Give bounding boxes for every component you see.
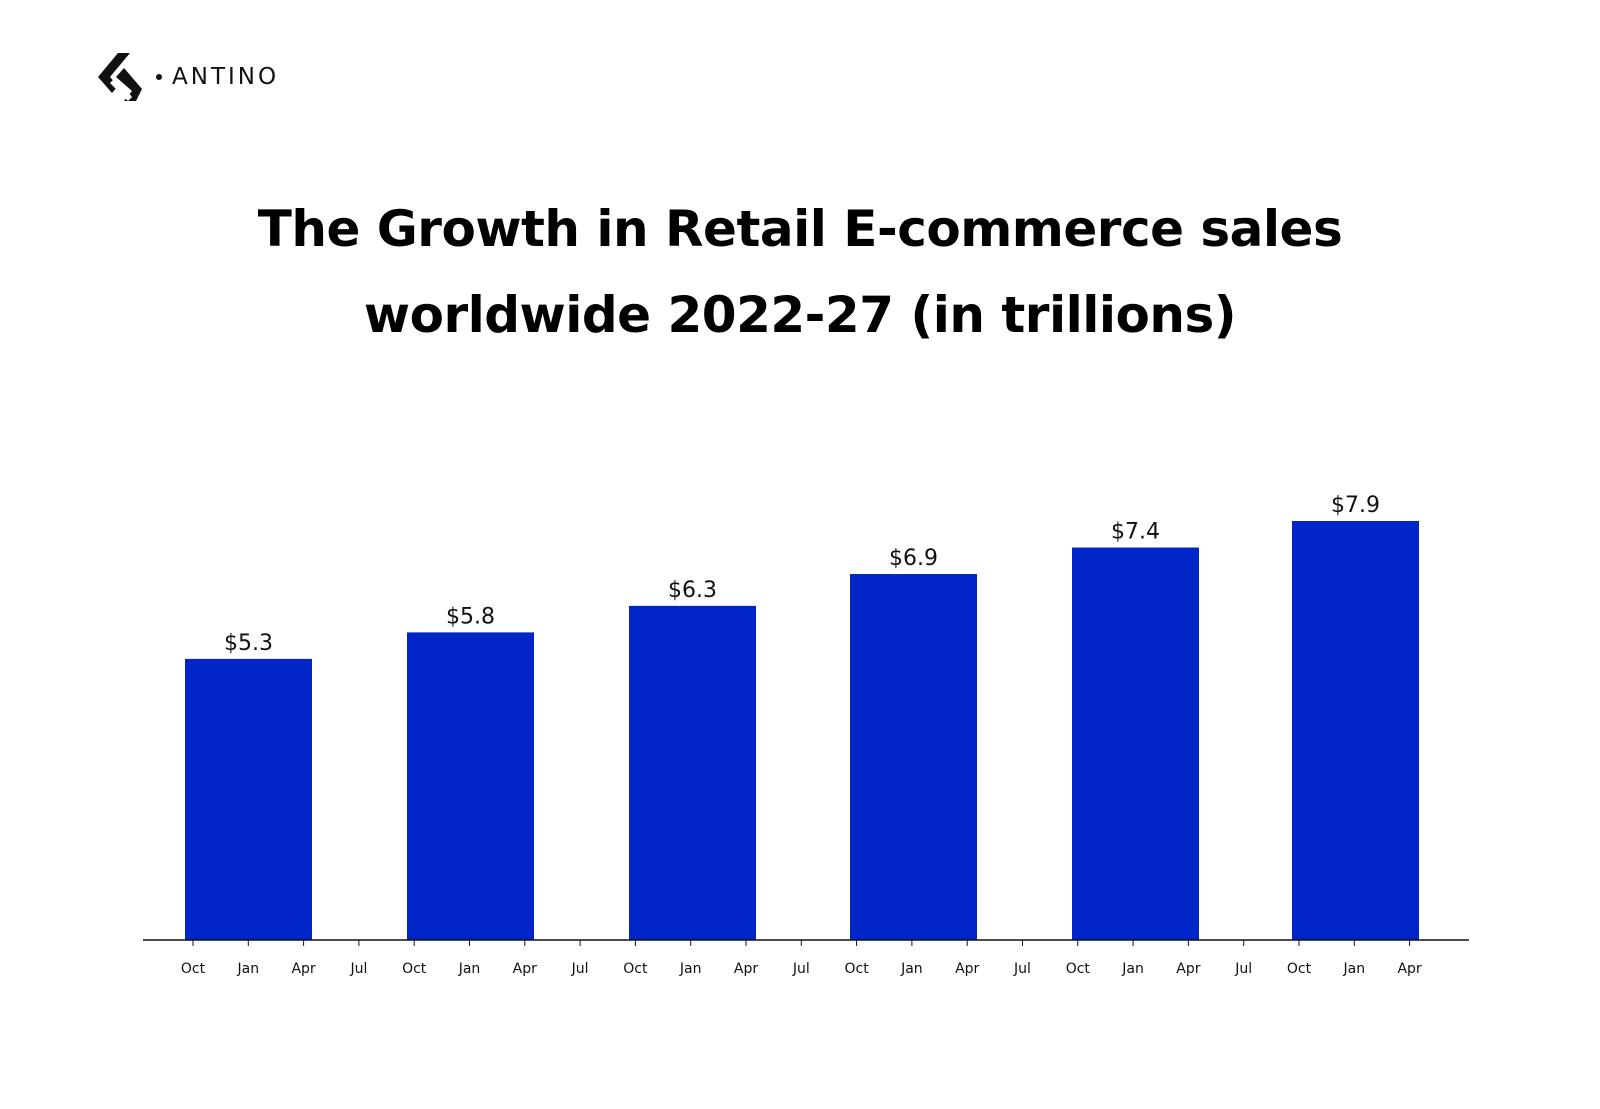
bar-1 <box>185 658 312 940</box>
x-tick-label-18: Jan <box>1121 961 1144 977</box>
bar-6 <box>1292 521 1419 940</box>
x-tick-label-8: Jul <box>571 961 589 977</box>
x-tick-label-23: Apr <box>1397 961 1421 977</box>
bar-2 <box>407 632 534 940</box>
x-tick-label-1: Oct <box>181 961 206 977</box>
x-tick-label-15: Apr <box>955 961 979 977</box>
bar-4 <box>850 574 977 940</box>
bar-value-labels: $5.3 $5.8 $6.3 $6.9 $7.4 $7.9 <box>224 493 1380 656</box>
x-tick-label-22: Jan <box>1343 961 1366 977</box>
x-tick-label-6: Jan <box>458 961 481 977</box>
x-tick-label-4: Jul <box>349 961 367 977</box>
x-tick-label-11: Apr <box>734 961 758 977</box>
chart-title-line-2: worldwide 2022-27 (in trillions) <box>363 286 1237 344</box>
x-axis-ticks: Oct Jan Apr Jul Oct Jan Apr Jul Oct Jan Apr Jul Oct J… <box>181 940 1422 977</box>
bar-5 <box>1072 547 1199 940</box>
x-tick-label-13: Oct <box>844 961 869 977</box>
x-tick-label-19: Apr <box>1176 961 1200 977</box>
x-tick-label-7: Apr <box>513 961 537 977</box>
bar-value-label-6: $7.9 <box>1331 493 1380 518</box>
x-tick-label-5: Oct <box>402 961 427 977</box>
chart-title-line-1: The Growth in Retail E-commerce sales <box>257 200 1343 258</box>
bar-value-label-4: $6.9 <box>889 546 938 571</box>
x-tick-label-21: Oct <box>1287 961 1312 977</box>
x-tick-label-16: Jul <box>1013 961 1031 977</box>
bar-value-label-3: $6.3 <box>668 578 717 603</box>
x-tick-label-17: Oct <box>1066 961 1091 977</box>
x-tick-label-2: Jan <box>237 961 260 977</box>
x-tick-label-9: Oct <box>623 961 648 977</box>
x-tick-label-20: Jul <box>1234 961 1252 977</box>
x-tick-label-14: Jan <box>900 961 923 977</box>
x-tick-label-10: Jan <box>679 961 702 977</box>
chart-title: The Growth in Retail E-commerce sales wo… <box>0 186 1600 358</box>
bar-value-label-2: $5.8 <box>446 604 495 629</box>
antino-chevron-logo-icon <box>98 53 142 101</box>
bar-3 <box>629 605 756 940</box>
bar-value-label-1: $5.3 <box>224 631 273 656</box>
brand-logo: ANTINO <box>98 52 279 102</box>
logo-separator-dot <box>156 74 162 80</box>
bar-value-label-5: $7.4 <box>1111 520 1160 545</box>
bars <box>185 521 1419 940</box>
brand-name: ANTINO <box>172 64 280 90</box>
x-tick-label-12: Jul <box>792 961 810 977</box>
x-tick-label-3: Apr <box>291 961 315 977</box>
